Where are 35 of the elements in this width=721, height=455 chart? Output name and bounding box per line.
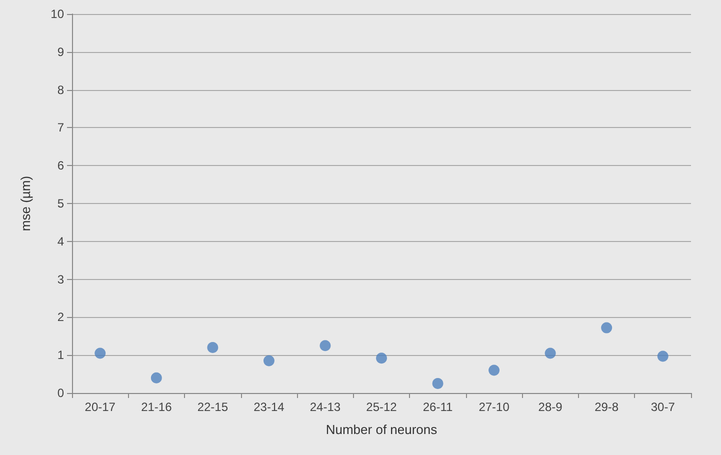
point (376, 352, 387, 364)
y-axis-title: mse (µm) (18, 176, 33, 232)
y-tick-label: 9 (57, 44, 64, 59)
x-tick-label: 27-10 (478, 400, 510, 414)
x-tick-label: 29-8 (594, 400, 619, 414)
y-tick-label: 1 (57, 348, 64, 362)
point (320, 340, 331, 352)
y-tick-label: 8 (57, 82, 64, 97)
x-tick-label: 26-11 (422, 400, 453, 414)
y-tick-label: 0 (57, 386, 64, 400)
x-axis-title: Number of neurons (326, 422, 438, 437)
x-tick-label: 25-12 (366, 400, 398, 414)
y-tick-label: 5 (57, 196, 64, 210)
y-tick-label: 7 (57, 120, 64, 135)
y-tick-label: 2 (57, 310, 64, 324)
y-tick-label: 4 (57, 234, 64, 248)
point (263, 355, 274, 366)
x-tick-label: 20-17 (84, 400, 116, 414)
x-tick-label: 22-15 (197, 400, 228, 414)
point (207, 342, 218, 354)
point (544, 348, 556, 359)
x-tick-label: 21-16 (141, 400, 172, 414)
y-tick-label: 3 (57, 272, 64, 286)
x-tick-label: 23-14 (254, 400, 285, 414)
y-tick-label: 6 (57, 158, 64, 173)
y-tick-label: 10 (50, 7, 64, 21)
x-tick-label: 24-13 (310, 400, 341, 414)
point (94, 348, 106, 359)
point (601, 322, 612, 334)
point (488, 364, 500, 376)
x-tick-label: 30-7 (650, 400, 676, 414)
point (657, 350, 668, 362)
point (150, 372, 162, 384)
x-tick-label: 28-9 (538, 400, 563, 414)
point (432, 378, 444, 390)
